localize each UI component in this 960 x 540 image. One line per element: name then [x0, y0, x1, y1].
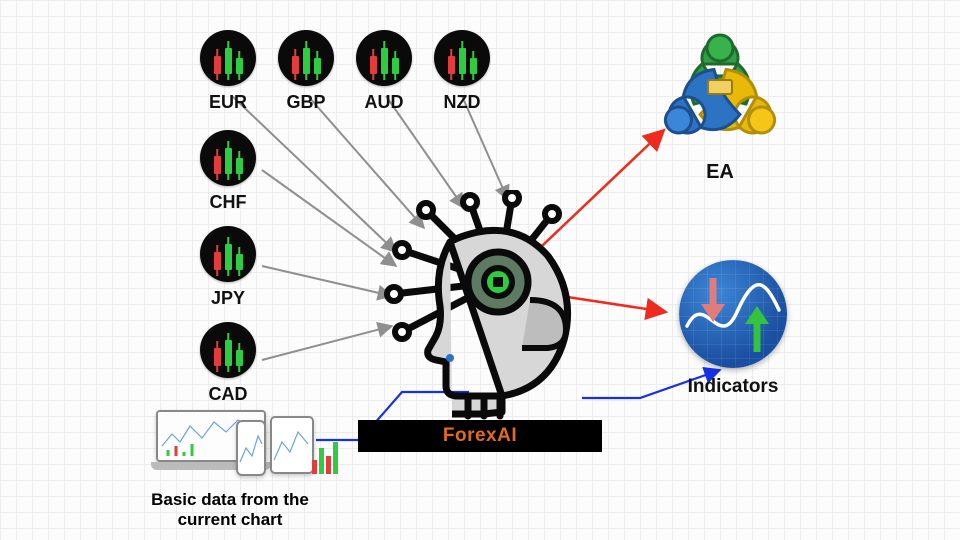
devices-caption: Basic data from the current chart	[140, 490, 320, 531]
currency-node-gbp: GBP	[278, 30, 334, 113]
indicators-node: Indicators	[668, 260, 798, 398]
candlestick-icon	[200, 30, 256, 86]
currency-label: CHF	[200, 192, 256, 213]
ai-head-icon	[380, 190, 580, 420]
currency-node-aud: AUD	[356, 30, 412, 113]
candlestick-icon	[200, 130, 256, 186]
currency-node-chf: CHF	[200, 130, 256, 213]
candlestick-icon	[200, 322, 256, 378]
ea-node: EA	[640, 30, 800, 184]
currency-label: GBP	[278, 92, 334, 113]
candlestick-icon	[200, 226, 256, 282]
ea-label: EA	[640, 161, 800, 184]
currency-label: JPY	[200, 288, 256, 309]
currency-label: EUR	[200, 92, 256, 113]
devices-icon	[140, 400, 320, 480]
currency-node-nzd: NZD	[434, 30, 490, 113]
diagram-stage: EUR GBP AUD NZD CHF JPY CAD	[0, 0, 960, 540]
currency-label: AUD	[356, 92, 412, 113]
indicators-icon	[679, 260, 787, 368]
candlestick-icon	[356, 30, 412, 86]
candlestick-icon	[434, 30, 490, 86]
indicators-label: Indicators	[668, 376, 798, 398]
ai-label: ForexAI	[443, 425, 517, 447]
up-arrow-icon	[745, 306, 769, 352]
currency-node-jpy: JPY	[200, 226, 256, 309]
ai-label-bar: ForexAI	[358, 420, 602, 452]
currency-label: NZD	[434, 92, 490, 113]
currency-node-eur: EUR	[200, 30, 256, 113]
ea-icon	[650, 30, 790, 150]
candlestick-icon	[278, 30, 334, 86]
currency-node-cad: CAD	[200, 322, 256, 405]
devices-node: Basic data from the current chart	[140, 400, 320, 531]
